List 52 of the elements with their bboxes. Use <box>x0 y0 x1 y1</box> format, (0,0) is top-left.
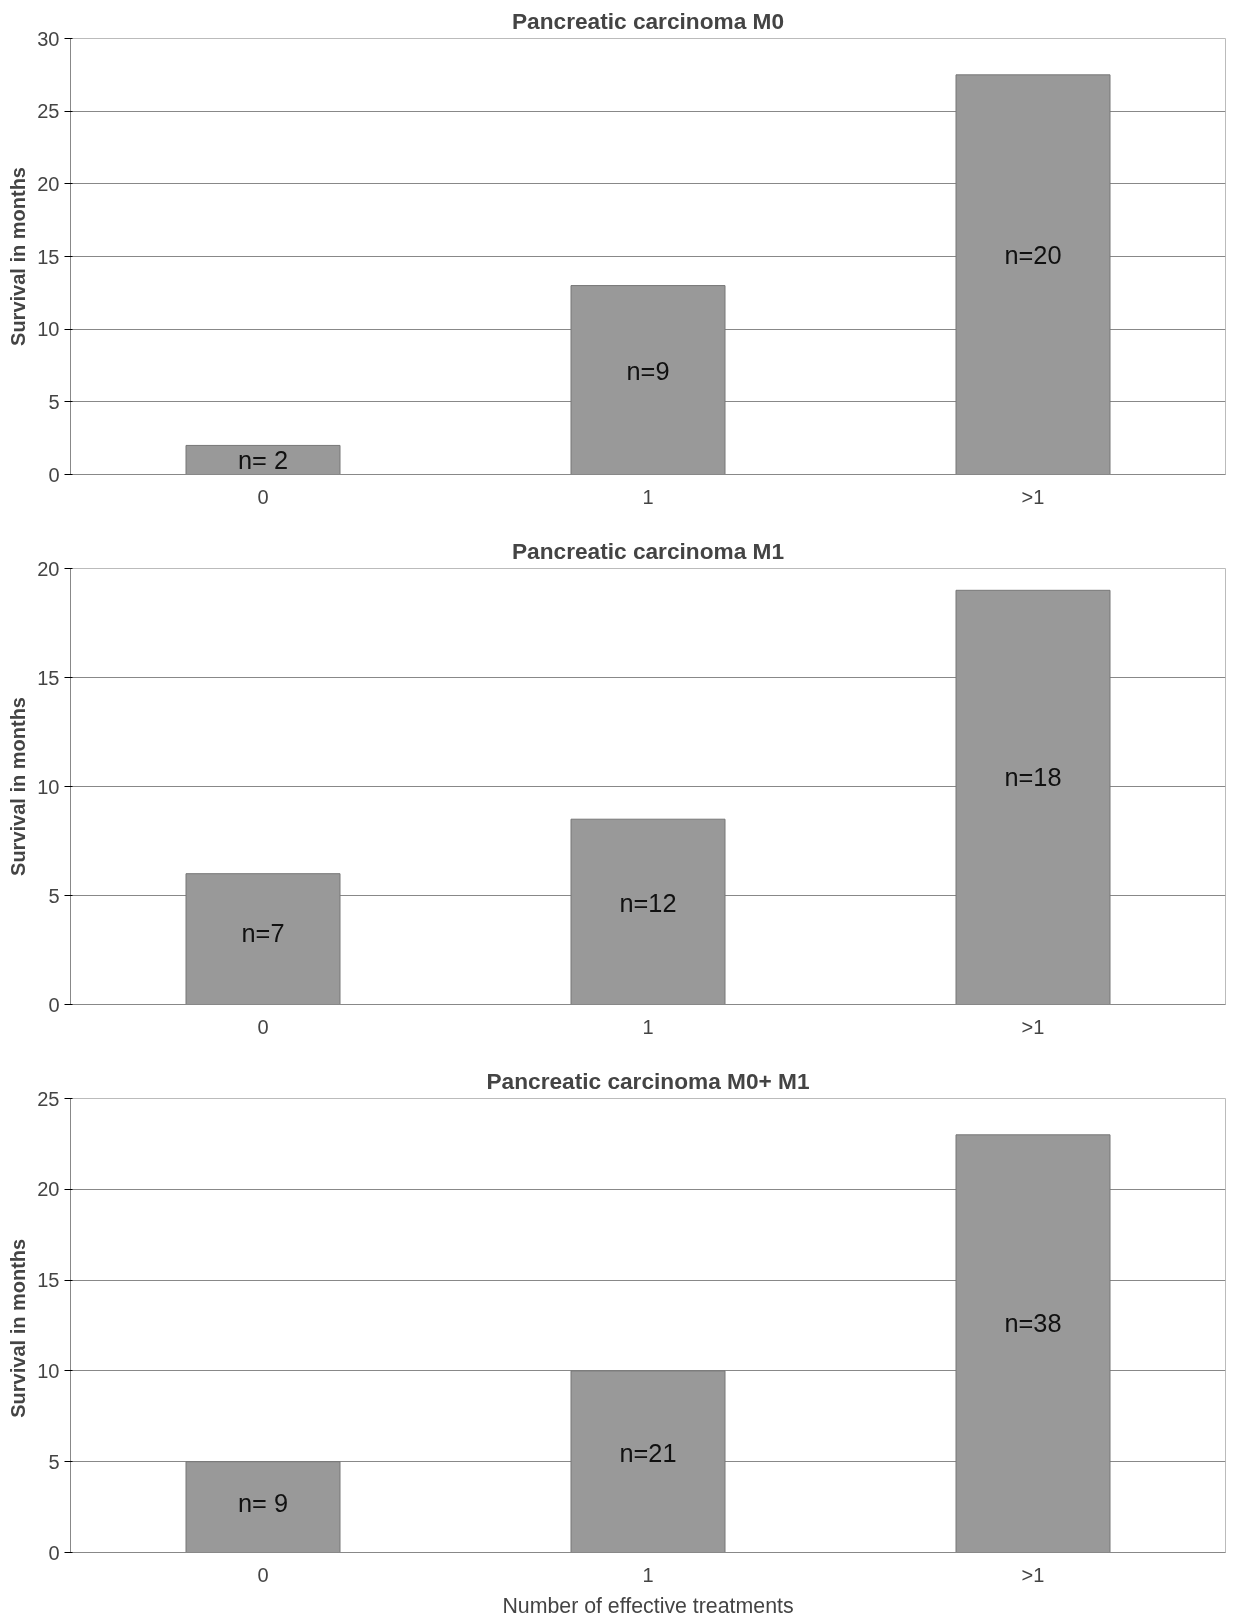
y-axis-title: Survival in months <box>7 1238 30 1418</box>
bar <box>185 1461 341 1553</box>
bar <box>955 74 1111 475</box>
y-tick-label: 10 <box>37 775 60 798</box>
bar <box>185 873 341 1005</box>
y-tick-label: 0 <box>48 993 60 1016</box>
y-tick-label: 25 <box>37 1087 60 1110</box>
y-tick-label: 0 <box>48 1541 60 1564</box>
x-tick-label: 1 <box>642 485 654 508</box>
annotation: n=38 <box>1004 1308 1062 1337</box>
y-axis-title: Survival in months <box>7 697 30 876</box>
chart-title: Pancreatic carcinoma M0 <box>512 7 785 34</box>
y-tick-label: 20 <box>37 557 60 580</box>
y-tick-label: 15 <box>37 666 60 689</box>
y-tick-label: 5 <box>48 390 60 413</box>
annotation: n= 9 <box>238 1488 289 1517</box>
chart-title: Pancreatic carcinoma M1 <box>512 537 785 564</box>
annotation: n=20 <box>1004 240 1062 269</box>
y-tick-label: 10 <box>37 318 60 341</box>
bar <box>955 589 1111 1005</box>
x-tick-label: >1 <box>1021 1015 1045 1038</box>
x-tick-label: 0 <box>257 1015 269 1038</box>
x-tick-label: 1 <box>642 1015 654 1038</box>
y-tick-label: 5 <box>48 884 60 907</box>
y-tick-label: 20 <box>37 1178 60 1201</box>
x-tick-label: 0 <box>257 1563 269 1586</box>
y-tick-label: 10 <box>37 1359 60 1382</box>
x-tick-label: 1 <box>642 1563 654 1586</box>
x-tick-label: >1 <box>1021 1563 1045 1586</box>
y-axis-title: Survival in months <box>7 167 30 346</box>
bar <box>570 818 726 1005</box>
y-tick-label: 0 <box>48 463 60 486</box>
bar <box>955 1134 1111 1553</box>
annotation: n= 2 <box>238 445 289 474</box>
annotation: n=18 <box>1004 762 1062 791</box>
annotation: n=12 <box>619 888 677 917</box>
bar <box>185 444 341 475</box>
y-tick-label: 25 <box>37 100 60 123</box>
bar <box>570 285 726 475</box>
y-tick-label: 15 <box>37 245 60 268</box>
y-tick-label: 20 <box>37 172 60 195</box>
annotation: n=7 <box>241 918 285 947</box>
annotation: n=21 <box>619 1438 677 1467</box>
chart-title: Pancreatic carcinoma M0+ M1 <box>486 1067 810 1094</box>
annotation: n=9 <box>626 356 670 385</box>
y-tick-label: 15 <box>37 1269 60 1292</box>
x-tick-label: >1 <box>1021 485 1045 508</box>
x-axis-title: Number of effective treatments <box>502 1593 794 1617</box>
y-tick-label: 5 <box>48 1450 60 1473</box>
bar <box>570 1370 726 1553</box>
x-tick-label: 0 <box>257 485 269 508</box>
y-tick-label: 30 <box>37 27 60 50</box>
